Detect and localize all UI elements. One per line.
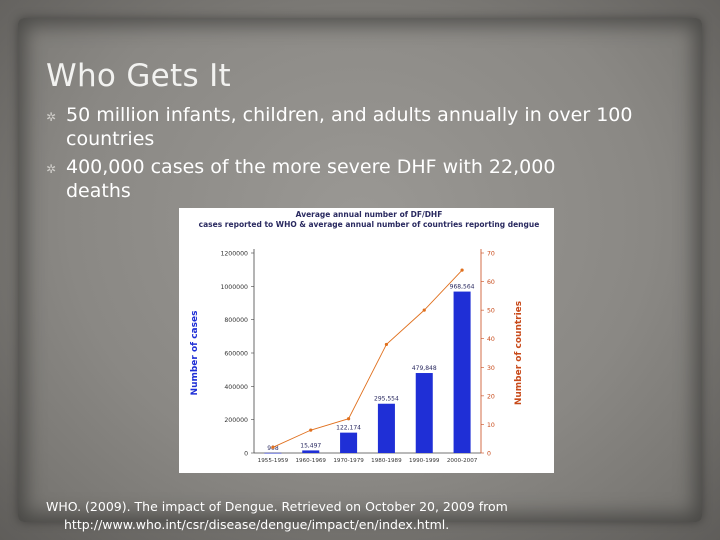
bar-data-label: 295,554 [374,396,399,403]
x-tick-label: 2000-2007 [447,458,478,464]
countries-point [460,268,464,272]
bullet-item: ✲ 400,000 cases of the more severe DHF w… [46,155,586,203]
y-tick-label: 800000 [224,317,248,324]
y-axis-label: Number of cases [190,311,200,396]
chart-bar [415,373,433,453]
y-tick-label: 600000 [224,351,248,358]
countries-point [422,308,426,312]
bullet-text: 400,000 cases of the more severe DHF wit… [66,156,556,202]
y-tick-label: 1000000 [220,284,248,291]
y-tick-label: 0 [244,451,248,458]
bar-data-label: 122,174 [336,425,361,432]
bar-data-label: 968,564 [450,284,475,291]
bullet-list: ✲ 50 million infants, children, and adul… [46,103,666,207]
dengue-chart: Average annual number of DF/DHF Number o… [179,208,554,473]
x-tick-label: 1980-1989 [371,458,402,464]
y2-tick-label: 20 [487,393,495,400]
x-tick-label: 1970-1979 [333,458,364,464]
y-tick-label: 400000 [224,384,248,391]
y2-tick-label: 70 [487,251,495,258]
y2-tick-label: 60 [487,279,495,286]
bullet-text: 50 million infants, children, and adults… [66,104,633,150]
chart-bar [264,452,282,454]
y2-tick-label: 10 [487,422,495,429]
y-tick-label: 200000 [224,417,248,424]
bar-data-label: 15,497 [300,442,321,449]
chart-bar [377,403,395,453]
y2-axis-label: Number of countries [514,301,524,405]
chart-title-line-2: cases reported to WHO & average annual n… [199,220,540,229]
x-tick-label: 1990-1999 [409,458,440,464]
countries-series-line [272,269,463,448]
bullet-item: ✲ 50 million infants, children, and adul… [46,103,666,151]
y-tick-label: 1200000 [220,251,248,258]
slide-title: Who Gets It [46,58,231,94]
citation: WHO. (2009). The impact of Dengue. Retri… [46,498,646,534]
chart-bar [453,291,471,453]
countries-point [384,342,389,347]
dengue-chart-svg: Average annual number of DF/DHF Number o… [190,210,540,464]
citation-link[interactable]: http://www.who.int/csr/disease/dengue/im… [64,517,450,532]
x-tick-label: 1955-1959 [258,458,289,464]
chart-bar [340,432,358,453]
y2-tick-label: 0 [487,451,491,458]
bar-data-label: 479,848 [412,365,437,372]
y2-tick-label: 30 [487,365,495,372]
countries-point [309,428,313,432]
countries-point [271,445,275,449]
chart-bar [302,450,320,453]
bullet-marker-icon: ✲ [46,162,57,176]
citation-line-1: WHO. (2009). The impact of Dengue. Retri… [46,499,508,514]
countries-point [346,417,351,421]
bullet-marker-icon: ✲ [46,110,57,124]
chart-title: Average annual number of DF/DHF [296,210,443,219]
x-tick-label: 1960-1969 [296,458,327,464]
y2-tick-label: 40 [487,336,495,343]
y2-tick-label: 50 [487,308,495,315]
